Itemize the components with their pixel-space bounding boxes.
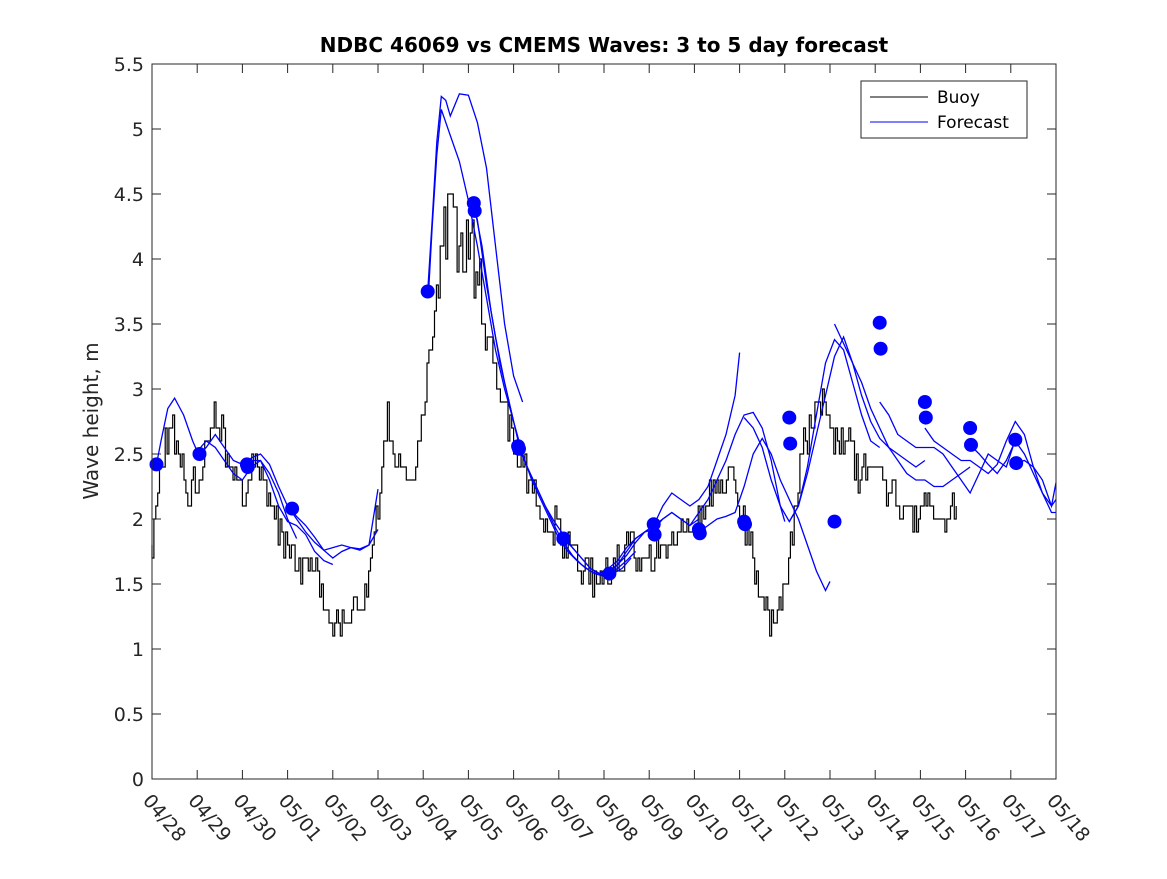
forecast-marker-16 — [692, 526, 707, 541]
forecast-line-4 — [289, 488, 379, 559]
forecast-marker-26 — [963, 421, 978, 435]
forecast-markers — [149, 196, 1024, 581]
forecast-marker-10 — [512, 441, 526, 456]
x-tick-label: 05/05 — [455, 790, 507, 846]
x-tick-label: 05/16 — [952, 790, 1004, 846]
forecast-marker-24 — [917, 395, 932, 409]
forecast-line-17 — [879, 401, 1016, 495]
x-tick-label: 05/03 — [364, 790, 416, 846]
y-tick-label: 0.5 — [114, 704, 144, 726]
forecast-line-13 — [698, 437, 831, 593]
forecast-marker-1 — [149, 457, 164, 472]
forecast-marker-2 — [192, 447, 207, 461]
forecast-marker-29 — [1009, 456, 1024, 471]
forecast-marker-19 — [782, 410, 797, 425]
plot-area — [152, 64, 1056, 779]
forecast-marker-25 — [918, 410, 933, 425]
x-tick-label: 04/30 — [229, 790, 281, 846]
forecast-marker-21 — [827, 514, 842, 529]
x-tick-label: 05/02 — [319, 790, 371, 846]
y-axis-label: Wave height, m — [79, 342, 103, 499]
y-tick-label: 4.5 — [114, 184, 144, 206]
x-tick-label: 05/10 — [681, 790, 733, 846]
forecast-marker-18 — [738, 517, 752, 532]
y-tick-label: 5 — [132, 119, 144, 141]
x-tick-label: 05/08 — [590, 790, 642, 846]
forecast-marker-11 — [556, 531, 571, 546]
forecast-marker-12 — [602, 566, 617, 581]
x-tick-label: 05/15 — [907, 790, 959, 846]
x-tick-label: 05/11 — [726, 790, 778, 846]
y-tick-label: 2 — [132, 509, 144, 531]
forecast-line-6 — [427, 109, 515, 422]
x-tick-label: 05/04 — [409, 790, 461, 846]
forecast-marker-28 — [1008, 432, 1023, 447]
forecast-series-group — [155, 93, 1057, 593]
x-tick-label: 04/28 — [138, 790, 190, 846]
x-tick-label: 05/09 — [635, 790, 687, 846]
legend-forecast-label: Forecast — [937, 113, 1009, 133]
forecast-line-15 — [788, 335, 926, 522]
forecast-marker-5 — [285, 501, 300, 516]
x-tick-label: 05/01 — [274, 790, 326, 846]
forecast-line-5 — [427, 93, 524, 403]
forecast-line-2 — [199, 433, 334, 566]
buoy-series — [151, 193, 957, 637]
x-tick-label: 05/17 — [997, 790, 1049, 846]
forecast-marker-22 — [872, 315, 887, 330]
forecast-marker-8 — [467, 203, 482, 218]
x-tick-label: 05/06 — [500, 790, 552, 846]
x-tick-label: 05/14 — [861, 790, 913, 846]
chart-title: NDBC 46069 vs CMEMS Waves: 3 to 5 day fo… — [320, 33, 889, 57]
buoy-line — [151, 193, 957, 637]
y-tick-label: 2.5 — [114, 444, 144, 466]
forecast-marker-23 — [873, 341, 888, 356]
y-tick-label: 5.5 — [114, 54, 144, 76]
forecast-line-11 — [608, 352, 741, 575]
x-tick-label: 05/12 — [771, 790, 823, 846]
y-tick-label: 3.5 — [114, 314, 144, 336]
y-tick-label: 3 — [132, 379, 144, 401]
forecast-line-20 — [1015, 459, 1057, 509]
forecast-line-16 — [833, 323, 971, 488]
y-tick-label: 0 — [132, 769, 144, 791]
forecast-marker-4 — [240, 460, 255, 474]
y-tick-label: 1.5 — [114, 574, 144, 596]
legend-buoy-label: Buoy — [937, 88, 980, 108]
forecast-marker-20 — [783, 436, 798, 451]
x-tick-label: 05/07 — [545, 790, 597, 846]
forecast-marker-27 — [964, 437, 978, 452]
forecast-line-14 — [743, 338, 881, 523]
forecast-marker-6 — [420, 284, 435, 299]
forecast-line-1 — [155, 396, 298, 539]
forecast-marker-14 — [647, 527, 662, 542]
legend: Buoy Forecast — [860, 80, 1028, 139]
x-tick-label: 05/13 — [816, 790, 868, 846]
y-tick-label: 1 — [132, 639, 144, 661]
x-tick-label: 04/29 — [183, 790, 235, 846]
legend-box — [860, 80, 1028, 139]
y-tick-label: 4 — [132, 249, 144, 271]
forecast-marker-13 — [646, 517, 661, 532]
x-tick-label: 05/18 — [1042, 790, 1094, 846]
forecast-line-12 — [653, 411, 786, 527]
